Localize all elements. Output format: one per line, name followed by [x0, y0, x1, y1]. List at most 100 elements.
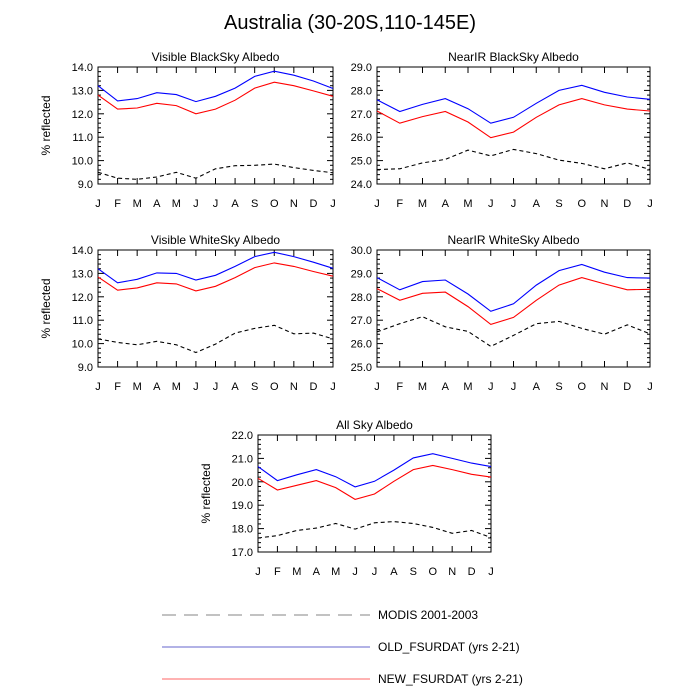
- plot-frame: [376, 66, 651, 185]
- x-tick-label: M: [418, 198, 427, 210]
- y-tick-label: 14.0: [72, 245, 93, 257]
- x-tick-label: O: [577, 381, 586, 393]
- x-tick-label: N: [601, 198, 609, 210]
- y-tick-label: 29.0: [351, 268, 372, 280]
- plot-frame: [97, 66, 334, 185]
- y-tick-label: 27.0: [351, 315, 372, 327]
- x-tick-label: S: [251, 381, 258, 393]
- x-tick-label: J: [647, 381, 653, 393]
- x-tick-label: J: [193, 198, 199, 210]
- x-tick-label: J: [95, 381, 101, 393]
- x-tick-label: A: [231, 381, 239, 393]
- y-tick-label: 9.0: [78, 362, 93, 374]
- series-line-modis: [376, 148, 651, 171]
- series-line-old: [97, 70, 334, 103]
- y-tick-label: 28.0: [351, 292, 372, 304]
- x-tick-label: S: [251, 198, 258, 210]
- chart-panel-5: All Sky Albedo % reflected 17.0 18.0 19.0 20.…: [199, 418, 494, 578]
- series-line-old: [376, 84, 651, 124]
- x-tick-label: A: [153, 198, 161, 210]
- legend-label-new: NEW_FSURDAT (yrs 2-21): [378, 672, 523, 686]
- y-tick-label: 20.0: [232, 477, 253, 489]
- x-tick-label: M: [331, 566, 340, 578]
- series-line-new: [376, 277, 651, 326]
- x-tick-label: J: [511, 198, 517, 210]
- x-tick-label: M: [172, 198, 181, 210]
- series-line-new: [97, 262, 334, 292]
- x-tick-label: J: [193, 381, 199, 393]
- x-tick-label: J: [95, 198, 101, 210]
- y-tick-label: 28.0: [351, 85, 372, 97]
- x-tick-label: D: [309, 381, 317, 393]
- series-line-old: [257, 453, 492, 488]
- y-tick-label: 11.0: [72, 315, 93, 327]
- y-tick-label: 19.0: [232, 500, 253, 512]
- x-tick-label: A: [313, 566, 321, 578]
- x-tick-label: M: [463, 198, 472, 210]
- x-tick-label: J: [374, 381, 380, 393]
- x-tick-label: N: [601, 381, 609, 393]
- y-tick-label: 26.0: [351, 132, 372, 144]
- y-tick-label: 10.0: [72, 156, 93, 168]
- x-tick-label: O: [428, 566, 437, 578]
- panel-title: NearIR WhiteSky Albedo: [447, 233, 579, 247]
- y-tick-label: 30.0: [351, 245, 372, 257]
- x-tick-label: A: [442, 381, 450, 393]
- x-tick-label: F: [114, 198, 121, 210]
- x-tick-label: J: [488, 198, 494, 210]
- x-tick-label: J: [330, 381, 336, 393]
- x-tick-label: A: [533, 381, 541, 393]
- x-tick-label: J: [647, 198, 653, 210]
- x-tick-label: F: [274, 566, 281, 578]
- series-line-new: [97, 81, 334, 115]
- x-tick-label: M: [463, 381, 472, 393]
- x-tick-label: F: [114, 381, 121, 393]
- x-tick-label: D: [468, 566, 476, 578]
- x-tick-label: D: [309, 198, 317, 210]
- x-tick-label: N: [290, 198, 298, 210]
- y-tick-label: 17.0: [232, 547, 253, 559]
- series-line-modis: [97, 163, 334, 180]
- x-tick-label: M: [172, 381, 181, 393]
- y-axis-label: % reflected: [39, 278, 53, 338]
- series-line-old: [97, 251, 334, 284]
- y-tick-label: 26.0: [351, 339, 372, 351]
- x-tick-label: M: [292, 566, 301, 578]
- panel-title: Visible BlackSky Albedo: [152, 50, 280, 64]
- x-tick-label: S: [555, 381, 562, 393]
- plot-frame: [376, 249, 651, 368]
- chart-panel-1: Visible BlackSky Albedo % reflected 9.0 10.…: [39, 50, 336, 210]
- x-tick-label: J: [330, 198, 336, 210]
- x-tick-label: M: [133, 381, 142, 393]
- x-tick-label: O: [270, 198, 279, 210]
- y-tick-label: 29.0: [351, 62, 372, 74]
- x-tick-label: J: [352, 566, 358, 578]
- y-axis-label: % reflected: [199, 463, 213, 523]
- y-axis-label: % reflected: [39, 95, 53, 155]
- x-tick-label: M: [418, 381, 427, 393]
- y-tick-label: 22.0: [232, 430, 253, 442]
- x-tick-label: S: [410, 566, 417, 578]
- legend-label-old: OLD_FSURDAT (yrs 2-21): [378, 640, 520, 654]
- x-tick-label: J: [488, 566, 494, 578]
- x-tick-label: A: [390, 566, 398, 578]
- x-tick-label: J: [372, 566, 378, 578]
- x-tick-label: A: [442, 198, 450, 210]
- y-tick-label: 14.0: [72, 62, 93, 74]
- x-tick-label: J: [511, 381, 517, 393]
- series-line-modis: [376, 316, 651, 348]
- y-tick-label: 27.0: [351, 109, 372, 121]
- series-line-modis: [257, 521, 492, 539]
- x-tick-label: J: [213, 381, 219, 393]
- series-line-old: [376, 263, 651, 312]
- x-tick-label: J: [374, 198, 380, 210]
- y-tick-label: 13.0: [72, 268, 93, 280]
- x-tick-label: D: [623, 381, 631, 393]
- x-tick-label: D: [623, 198, 631, 210]
- x-tick-label: J: [213, 198, 219, 210]
- x-tick-label: A: [153, 381, 161, 393]
- legend-label-modis: MODIS 2001-2003: [378, 608, 478, 622]
- y-tick-label: 13.0: [72, 85, 93, 97]
- y-tick-label: 18.0: [232, 524, 253, 536]
